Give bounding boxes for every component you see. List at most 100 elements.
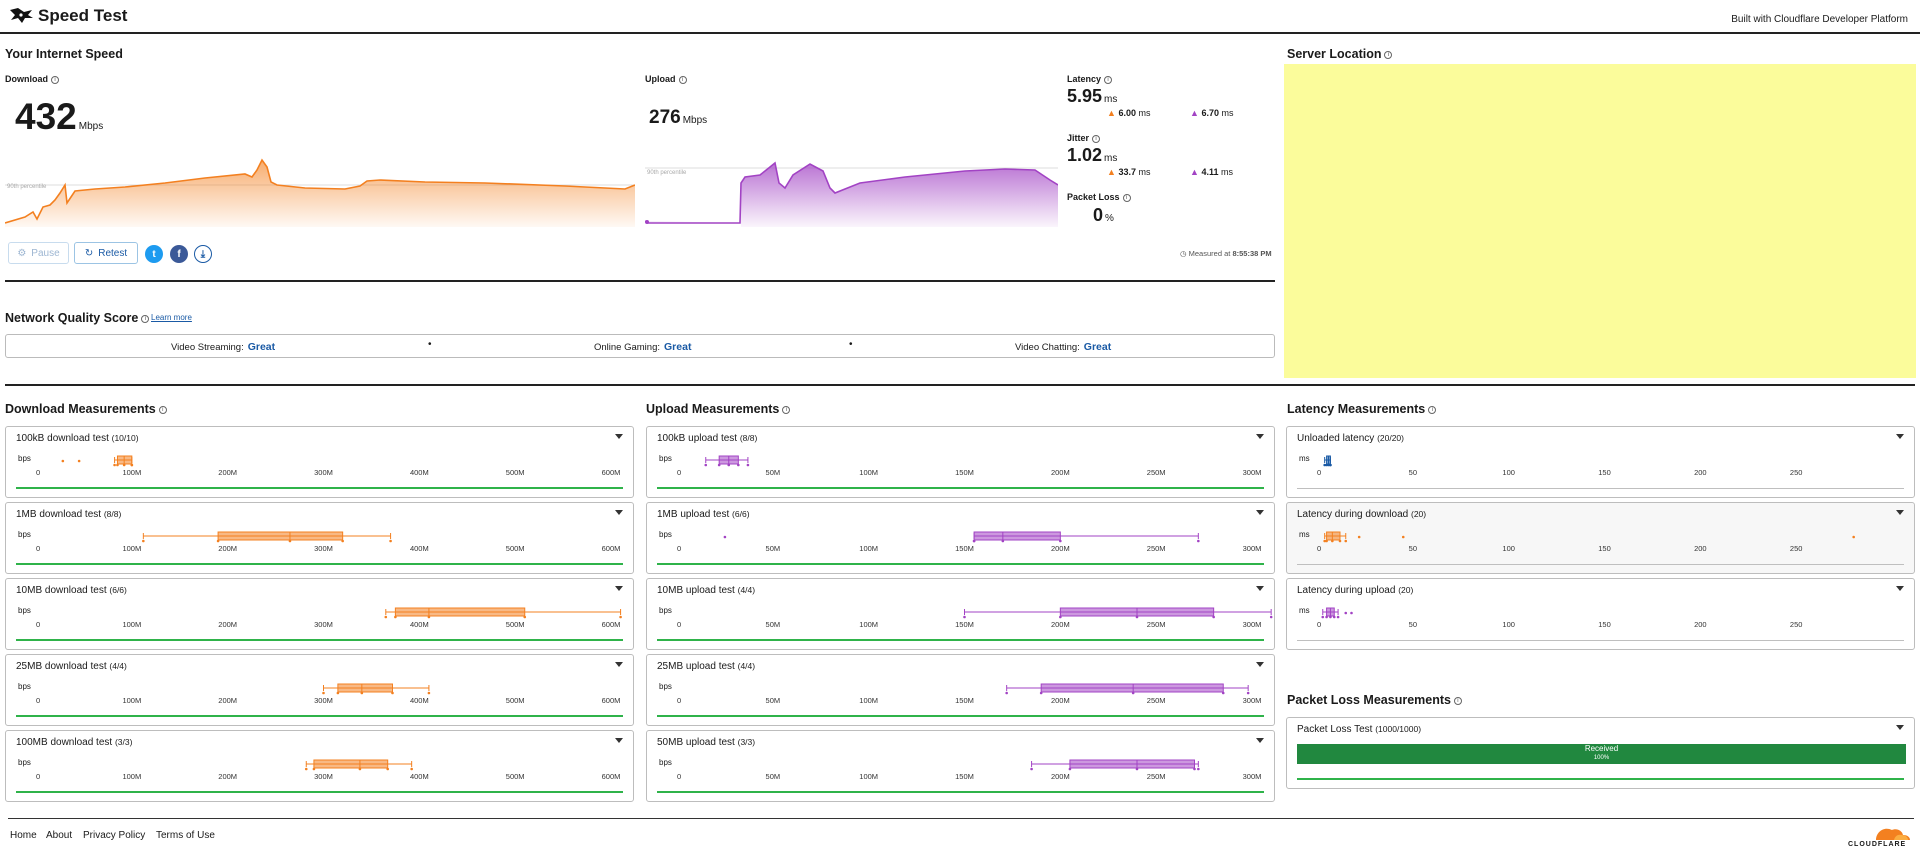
info-icon[interactable]: i <box>1384 50 1393 59</box>
info-icon[interactable]: i <box>678 75 687 84</box>
sample-point <box>963 615 966 619</box>
sample-point <box>312 767 316 771</box>
chevron-down-icon[interactable] <box>1896 510 1904 515</box>
footer-link-home[interactable]: Home <box>10 830 37 841</box>
axis-tick-label: 300M <box>314 620 333 629</box>
chevron-down-icon[interactable] <box>615 662 623 667</box>
info-icon[interactable]: i <box>158 405 167 414</box>
sample-point <box>336 691 340 695</box>
upload-test-card[interactable]: 1MB upload test (6/6) bps 0 50M 100M 150M 200M… <box>646 502 1275 574</box>
facebook-share-button[interactable]: f <box>170 245 188 263</box>
upload-test-card[interactable]: 100kB upload test (8/8) bps 0 50M 100M 150M 20… <box>646 426 1275 498</box>
sample-point <box>116 463 119 467</box>
card-title: 1MB upload test (6/6) <box>657 509 750 520</box>
chevron-down-icon[interactable] <box>615 738 623 743</box>
chevron-down-icon[interactable] <box>1256 434 1264 439</box>
sample-point <box>727 463 731 467</box>
card-title: 10MB download test (6/6) <box>16 585 127 596</box>
chevron-down-icon[interactable] <box>615 510 623 515</box>
latency-value: 5.95 ms <box>1067 86 1118 106</box>
latency-test-card[interactable]: Latency during download (20) ms 0 50 100 150 2… <box>1286 502 1915 574</box>
chevron-down-icon[interactable] <box>1256 738 1264 743</box>
axis-tick-label: 100M <box>122 468 141 477</box>
footer-link-terms[interactable]: Terms of Use <box>156 830 215 841</box>
info-icon[interactable]: i <box>1428 405 1437 414</box>
download-test-card[interactable]: 1MB download test (8/8) bps 0 100M 200M 300M 4… <box>5 502 634 574</box>
info-icon[interactable]: i <box>141 314 150 323</box>
sample-point <box>384 615 388 619</box>
test-name: 10MB download test <box>16 585 110 596</box>
chevron-down-icon[interactable] <box>1896 586 1904 591</box>
header: Speed Test Built with Cloudflare Develop… <box>0 0 1920 34</box>
download-test-card[interactable]: 10MB download test (6/6) bps 0 100M 200M 300M… <box>5 578 634 650</box>
latency-download: ▲ 6.00 ms <box>1107 108 1151 118</box>
chevron-down-icon[interactable] <box>1256 586 1264 591</box>
info-icon[interactable]: i <box>1092 134 1101 143</box>
axis-tick-label: 100M <box>859 544 878 553</box>
retest-button[interactable]: ↻ Retest <box>74 242 138 264</box>
download-test-card[interactable]: 100kB download test (10/10) bps 0 100M 200M 3… <box>5 426 634 498</box>
pause-button[interactable]: ⚙ Pause <box>8 242 69 264</box>
internet-speed-title: Your Internet Speed <box>5 47 123 61</box>
server-location-map[interactable] <box>1284 64 1916 378</box>
axis-tick-label: 50M <box>766 468 781 477</box>
sample-point <box>1212 615 1215 619</box>
upload-start-point <box>645 220 649 224</box>
axis-tick-label: 0 <box>36 468 40 477</box>
upload-test-card[interactable]: 25MB upload test (4/4) bps 0 50M 100M 150M 200… <box>646 654 1275 726</box>
sample-point <box>746 463 750 467</box>
axis-tick-label: 100M <box>122 696 141 705</box>
axis-tick-label: 250 <box>1790 468 1803 477</box>
box-plot: 0 50 100 150 200 250 <box>1317 531 1855 553</box>
chevron-down-icon[interactable] <box>1256 662 1264 667</box>
axis-tick-label: 250M <box>1147 468 1166 477</box>
download-test-card[interactable]: 25MB download test (4/4) bps 0 100M 200M 300M… <box>5 654 634 726</box>
upload-test-card[interactable]: 50MB upload test (3/3) bps 0 50M 100M 150M 200… <box>646 730 1275 802</box>
packet-loss-value: 0% <box>1093 205 1114 225</box>
axis-tick-label: 150M <box>955 772 974 781</box>
download-arrow-icon: ▲ <box>1107 167 1116 177</box>
info-icon[interactable]: i <box>51 75 59 84</box>
cloudflare-logo-text: CLOUDFLARE <box>1848 841 1907 848</box>
chevron-down-icon[interactable] <box>1896 725 1904 730</box>
info-icon[interactable]: i <box>1122 193 1131 202</box>
axis-tick-label: 200M <box>218 772 237 781</box>
footer-link-privacy[interactable]: Privacy Policy <box>83 830 146 841</box>
test-name: 100kB upload test <box>657 433 740 444</box>
footer-link-about[interactable]: About <box>46 830 73 841</box>
packet-loss-test-card[interactable]: Packet Loss Test (1000/1000) Received 10… <box>1286 717 1915 789</box>
axis-tick-label: 200M <box>218 468 237 477</box>
nq-video-chatting: Video Chatting: Great <box>1015 341 1112 353</box>
latency-test-card[interactable]: Unloaded latency (20/20) ms 0 50 100 150 200 25… <box>1286 426 1915 498</box>
twitter-share-button[interactable]: t <box>145 245 163 263</box>
chevron-down-icon[interactable] <box>615 434 623 439</box>
chevron-down-icon[interactable] <box>615 586 623 591</box>
info-icon[interactable]: i <box>1104 75 1113 84</box>
box-iqr <box>973 531 1061 541</box>
latency-test-card[interactable]: Latency during upload (20) ms 0 50 100 150 200… <box>1286 578 1915 650</box>
axis-unit-label: bps <box>659 530 672 539</box>
card-baseline <box>1297 488 1904 489</box>
learn-more-link[interactable]: Learn more <box>151 313 192 322</box>
axis-tick-label: 400M <box>410 620 429 629</box>
download-test-card[interactable]: 100MB download test (3/3) bps 0 100M 200M 300… <box>5 730 634 802</box>
chevron-down-icon[interactable] <box>1896 434 1904 439</box>
outlier-point <box>1350 611 1353 615</box>
sample-point <box>341 539 344 543</box>
axis-tick-label: 600M <box>602 772 621 781</box>
test-name: 1MB upload test <box>657 509 733 520</box>
axis-tick-label: 50M <box>766 620 781 629</box>
card-title: 100kB upload test (8/8) <box>657 433 757 444</box>
upload-test-card[interactable]: 10MB upload test (4/4) bps 0 50M 100M 150M 200… <box>646 578 1275 650</box>
axis-tick-label: 0 <box>677 468 681 477</box>
axis-tick-label: 0 <box>36 772 40 781</box>
download-results-button[interactable]: ⤓ <box>194 245 212 263</box>
info-icon[interactable]: i <box>1453 696 1462 705</box>
chevron-down-icon[interactable] <box>1256 510 1264 515</box>
test-count: (20) <box>1410 509 1427 519</box>
test-count: (20/20) <box>1377 433 1404 443</box>
axis-tick-label: 0 <box>36 620 40 629</box>
info-icon[interactable]: i <box>782 405 791 414</box>
separator-dot: • <box>849 339 853 350</box>
axis-unit-label: bps <box>18 758 31 767</box>
